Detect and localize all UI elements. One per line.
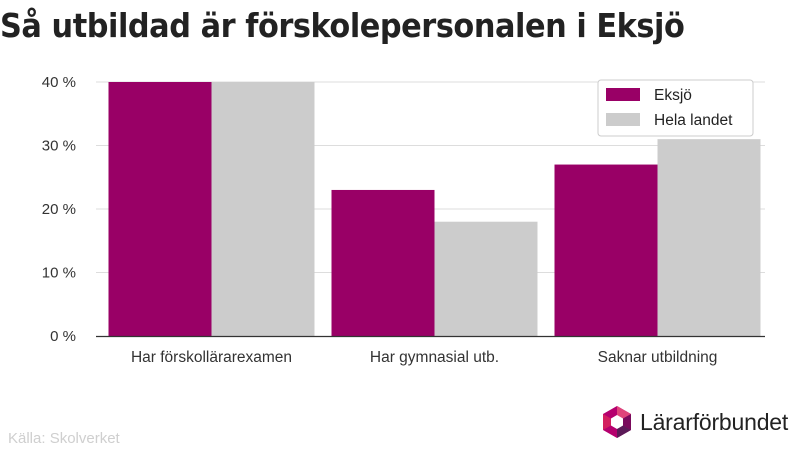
bar: [211, 82, 315, 336]
x-tick-label: Saknar utbildning: [598, 349, 718, 366]
y-tick-label: 10 %: [42, 265, 76, 282]
y-tick-label: 30 %: [42, 138, 76, 155]
bar: [331, 189, 435, 336]
legend-swatch: [606, 113, 640, 126]
legend-label: Eksjö: [654, 87, 692, 104]
y-tick-label: 0 %: [50, 328, 76, 345]
legend-label: Hela landet: [654, 112, 733, 129]
bar: [554, 164, 658, 336]
lararforbundet-logo-icon: [603, 406, 631, 438]
x-tick-label: Har gymnasial utb.: [370, 349, 499, 366]
bar: [657, 139, 761, 336]
source-note: Källa: Skolverket: [8, 430, 120, 447]
chart-title: Så utbildad är förskolepersonalen i Eksj…: [0, 6, 685, 45]
y-tick-label: 40 %: [42, 74, 76, 91]
bar: [434, 221, 538, 336]
y-tick-label: 20 %: [42, 201, 76, 218]
x-tick-label: Har förskollärarexamen: [131, 349, 292, 366]
legend-swatch: [606, 88, 640, 101]
brand-logo: Lärarförbundet: [601, 405, 788, 439]
brand-name: Lärarförbundet: [640, 408, 789, 435]
bar: [108, 82, 212, 336]
